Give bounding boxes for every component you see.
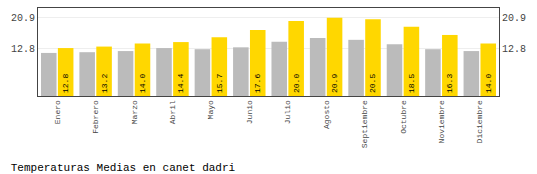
- svg-text:Junio: Junio: [245, 100, 254, 124]
- svg-text:20.5: 20.5: [368, 74, 377, 93]
- svg-text:17.6: 17.6: [253, 74, 262, 93]
- svg-text:12.8: 12.8: [502, 44, 526, 55]
- svg-text:Diciembre: Diciembre: [475, 100, 484, 143]
- svg-text:Julio: Julio: [283, 100, 292, 124]
- svg-text:13.2: 13.2: [100, 74, 109, 93]
- svg-text:Octubre: Octubre: [399, 100, 408, 134]
- svg-text:16.3: 16.3: [445, 74, 454, 93]
- svg-text:20.9: 20.9: [502, 13, 526, 24]
- svg-text:14.0: 14.0: [138, 74, 147, 93]
- svg-text:Agosto: Agosto: [322, 100, 331, 129]
- svg-text:Mayo: Mayo: [206, 100, 215, 119]
- svg-text:Abril: Abril: [168, 100, 177, 124]
- svg-text:Temperaturas Medias en canet d: Temperaturas Medias en canet dadri: [11, 162, 236, 174]
- svg-text:15.7: 15.7: [215, 74, 224, 93]
- svg-text:Noviembre: Noviembre: [437, 100, 446, 143]
- svg-text:Marzo: Marzo: [130, 100, 139, 124]
- svg-text:Febrero: Febrero: [91, 100, 100, 134]
- svg-text:14.4: 14.4: [176, 74, 185, 93]
- svg-text:20.9: 20.9: [11, 13, 35, 24]
- svg-text:20.0: 20.0: [292, 74, 301, 93]
- svg-text:Enero: Enero: [53, 100, 62, 124]
- svg-text:Septiembre: Septiembre: [360, 100, 369, 148]
- svg-text:12.8: 12.8: [61, 74, 70, 93]
- svg-text:18.5: 18.5: [407, 74, 416, 93]
- svg-text:14.0: 14.0: [484, 74, 493, 93]
- svg-text:20.9: 20.9: [330, 74, 339, 93]
- svg-text:12.8: 12.8: [11, 44, 35, 55]
